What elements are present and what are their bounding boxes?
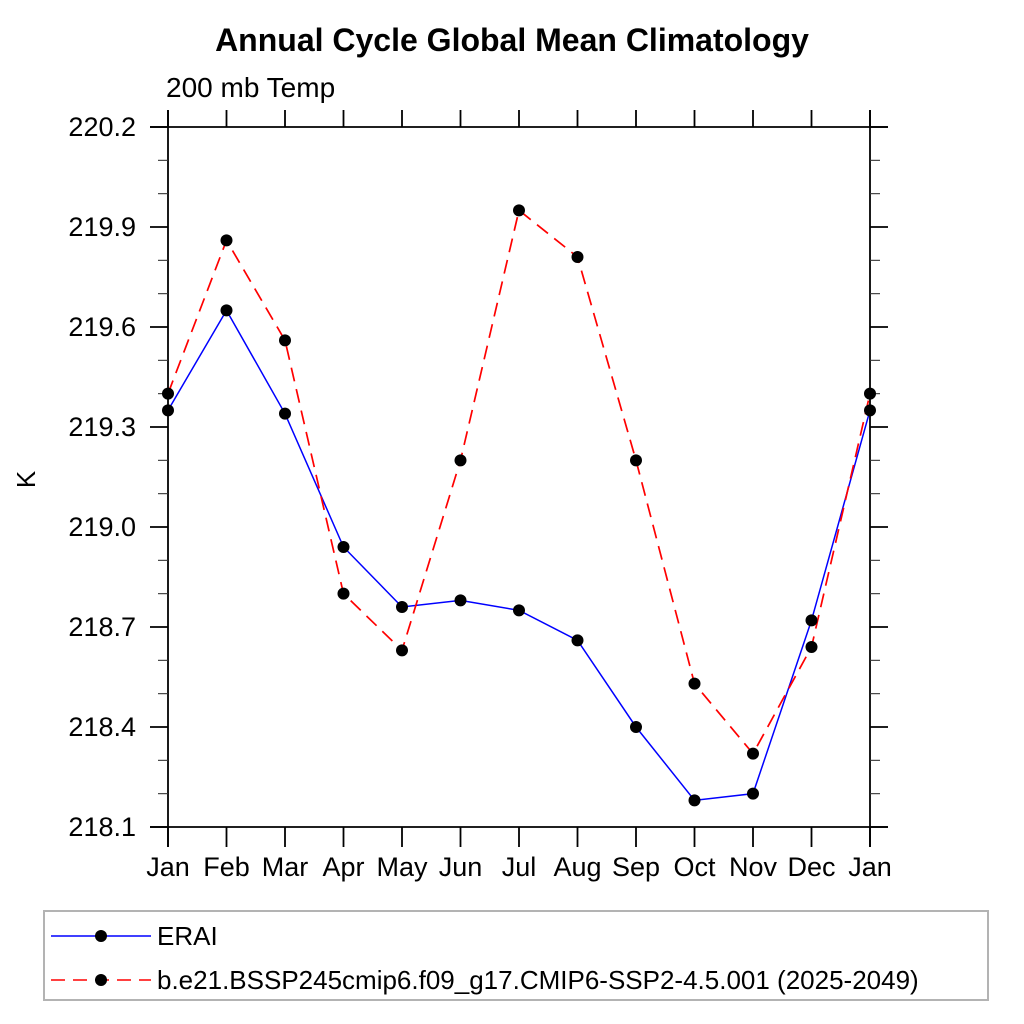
x-tick-label: Feb xyxy=(203,852,250,882)
data-point-marker xyxy=(747,787,759,800)
data-point-marker xyxy=(396,601,408,613)
legend-entry-model: b.e21.BSSP245cmip6.f09_g17.CMIP6-SSP2-4.… xyxy=(45,962,919,998)
x-tick-label: Jun xyxy=(438,852,483,882)
y-tick-label: 219.9 xyxy=(68,212,136,242)
data-point-marker xyxy=(571,634,584,647)
data-point-marker xyxy=(864,387,876,400)
data-point-marker xyxy=(279,407,291,420)
data-point-marker xyxy=(337,541,350,553)
y-tick-label: 218.1 xyxy=(68,812,136,842)
x-tick-label: Jul xyxy=(501,852,537,882)
y-tick-label: 218.7 xyxy=(68,612,136,642)
legend-label-erai: ERAI xyxy=(157,920,218,951)
erai-line-sample xyxy=(51,930,151,942)
data-point-marker xyxy=(864,404,876,417)
erai-line xyxy=(167,308,871,802)
legend: ERAI b.e21.BSSP245cmip6.f09_g17.CMIP6-SS… xyxy=(43,910,989,1001)
data-point-marker xyxy=(220,234,233,247)
y-tick-label: 219.3 xyxy=(68,412,136,442)
data-point-marker xyxy=(162,404,174,417)
y-tick-label: 220.2 xyxy=(68,112,136,142)
data-point-marker xyxy=(571,251,584,263)
data-point-marker xyxy=(513,204,525,217)
model-line-sample xyxy=(51,974,151,986)
x-tick-label: Oct xyxy=(673,852,716,882)
x-tick-label: Mar xyxy=(261,852,309,882)
x-tick-label: May xyxy=(376,852,428,882)
data-point-marker xyxy=(162,387,174,400)
legend-entry-erai: ERAI xyxy=(45,918,218,954)
data-point-marker xyxy=(454,594,467,607)
data-point-marker xyxy=(630,454,642,467)
x-tick-label: Nov xyxy=(728,852,777,882)
data-point-marker xyxy=(805,614,818,627)
data-point-marker xyxy=(688,677,701,690)
x-tick-label: Apr xyxy=(322,852,365,882)
data-point-marker xyxy=(337,587,350,600)
x-tick-label: Sep xyxy=(611,852,661,882)
data-point-marker xyxy=(630,721,642,733)
data-point-marker xyxy=(688,794,701,807)
data-point-marker xyxy=(747,747,759,760)
y-tick-label: 218.4 xyxy=(68,712,136,742)
x-tick-label: Dec xyxy=(787,852,836,882)
model-line xyxy=(167,208,871,756)
chart-subtitle: 200 mb Temp xyxy=(166,72,336,103)
data-point-marker xyxy=(513,604,525,617)
erai-marker-icon xyxy=(95,930,107,942)
legend-label-model: b.e21.BSSP245cmip6.f09_g17.CMIP6-SSP2-4.… xyxy=(157,964,919,995)
y-tick-label: 219.0 xyxy=(68,512,136,542)
x-tick-label: Jan xyxy=(848,852,892,882)
chart-title: Annual Cycle Global Mean Climatology xyxy=(215,22,809,58)
x-tick-label: Aug xyxy=(553,852,602,882)
y-tick-label: 219.6 xyxy=(68,312,136,342)
data-point-marker xyxy=(454,454,467,467)
data-point-marker xyxy=(805,641,818,653)
model-marker-icon xyxy=(95,974,107,986)
data-point-marker xyxy=(279,334,291,347)
x-tick-label: Jan xyxy=(146,852,190,882)
data-point-marker xyxy=(396,644,408,657)
data-point-marker xyxy=(220,304,233,317)
